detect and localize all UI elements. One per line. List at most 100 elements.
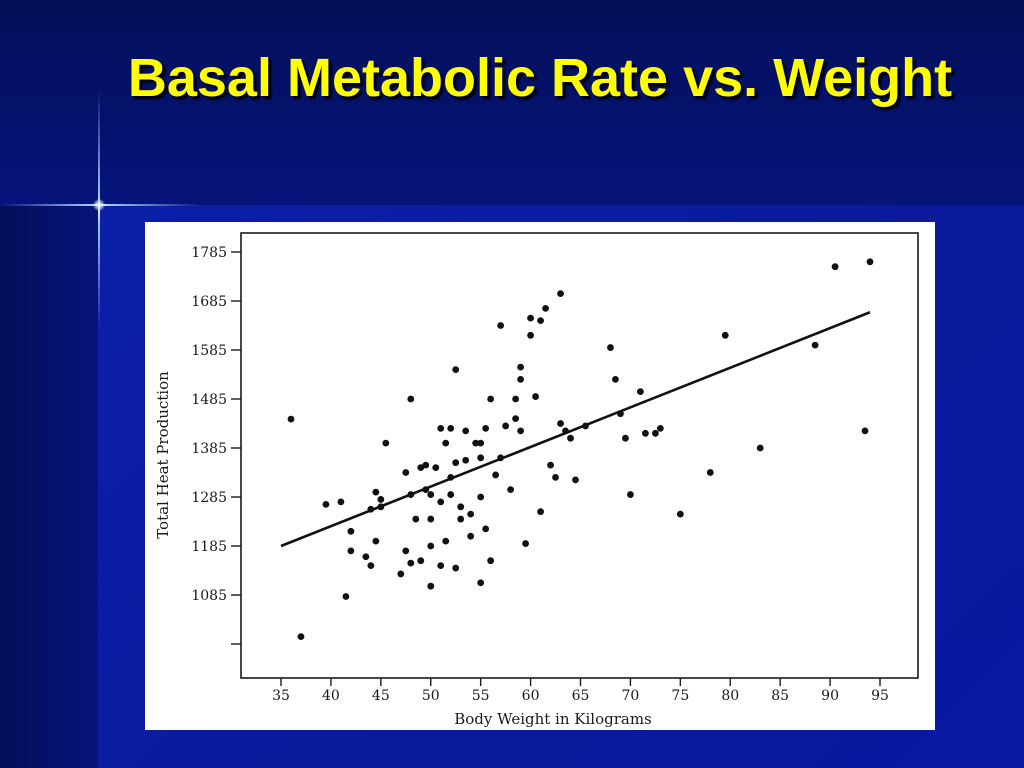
data-point [297, 633, 305, 641]
data-point [367, 505, 375, 513]
data-point [582, 422, 589, 430]
data-point [512, 415, 520, 422]
data-point [477, 493, 485, 501]
x-tick-label: 90 [821, 688, 839, 704]
data-point [467, 510, 475, 518]
data-point [337, 498, 345, 506]
data-point [447, 474, 455, 481]
data-point [447, 491, 455, 498]
data-point [482, 525, 490, 533]
data-point [497, 322, 505, 329]
data-point [437, 562, 445, 569]
data-point [482, 425, 490, 432]
page-title: Basal Metabolic Rate vs. Weight [127, 48, 953, 108]
data-point [552, 474, 559, 481]
data-point [537, 508, 544, 516]
y-tick-label: 1185 [191, 539, 227, 555]
x-tick-label: 35 [272, 688, 290, 704]
y-tick-label: 1785 [191, 245, 227, 261]
x-axis-label: Body Weight in Kilograms [454, 710, 652, 728]
data-point [527, 331, 534, 339]
data-point [477, 579, 485, 587]
data-point [542, 304, 549, 312]
data-point [427, 491, 435, 498]
data-point [831, 263, 839, 271]
chart-panel: 1085 1185 1285 1385 1485 1585 1685 1785 35 40 45 5… [145, 222, 935, 730]
y-tick-label: 1485 [191, 392, 227, 408]
data-point [547, 461, 554, 469]
slide-header-background [0, 0, 1024, 205]
data-point [347, 547, 355, 555]
data-point [637, 388, 644, 396]
data-point [492, 471, 500, 479]
x-tick-label: 80 [721, 688, 739, 704]
x-tick-label: 85 [771, 688, 789, 704]
y-tick-label: 1285 [191, 490, 227, 506]
plot-frame [240, 232, 919, 679]
data-points [287, 258, 874, 641]
data-point [377, 496, 385, 503]
data-point [562, 427, 569, 435]
x-tick-label: 55 [472, 688, 490, 704]
data-point [347, 527, 355, 535]
data-point [422, 486, 430, 494]
data-point [512, 395, 520, 403]
y-tick-label: 1385 [191, 441, 227, 457]
x-axis-ticks: 35 40 45 50 55 60 65 70 75 80 85 90 95 [272, 678, 889, 704]
data-point [487, 557, 495, 565]
data-point [452, 564, 460, 572]
data-point [567, 434, 574, 442]
data-point [422, 461, 430, 469]
x-tick-label: 40 [322, 688, 340, 704]
data-point [472, 439, 480, 447]
data-point [502, 422, 510, 430]
x-tick-label: 50 [422, 688, 440, 704]
data-point [756, 444, 764, 452]
data-point [617, 410, 624, 418]
y-axis-ticks: 1085 1185 1285 1385 1485 1585 1685 1785 [191, 245, 241, 645]
data-point [522, 540, 529, 547]
data-point [557, 290, 564, 298]
data-point [407, 559, 415, 567]
data-point [477, 454, 485, 462]
data-point [427, 582, 435, 590]
data-point [382, 439, 390, 447]
data-point [477, 439, 485, 447]
data-point [372, 537, 380, 545]
data-point [362, 553, 370, 561]
data-point [651, 429, 659, 437]
data-point [427, 542, 435, 550]
data-point [412, 515, 420, 523]
x-tick-label: 95 [871, 688, 889, 704]
data-point [447, 425, 455, 432]
data-point [417, 557, 425, 565]
data-point [467, 532, 475, 540]
data-point [372, 488, 380, 496]
data-point [507, 486, 515, 494]
x-tick-label: 65 [572, 688, 590, 704]
data-point [676, 510, 684, 518]
data-point [367, 562, 375, 569]
data-point [437, 425, 445, 432]
data-point [706, 469, 714, 476]
data-point [487, 395, 495, 403]
data-point [427, 515, 435, 523]
data-point [287, 415, 295, 423]
x-tick-label: 60 [522, 688, 540, 704]
data-point [462, 456, 470, 464]
x-tick-label: 70 [622, 688, 640, 704]
data-point [557, 420, 564, 427]
data-point [452, 366, 460, 373]
data-point [607, 344, 614, 351]
data-point [532, 393, 539, 400]
scatter-chart: 1085 1185 1285 1385 1485 1585 1685 1785 35 40 45 5… [154, 232, 919, 728]
data-point [452, 459, 460, 467]
data-point [627, 491, 634, 498]
y-tick-label: 1685 [191, 294, 227, 310]
data-point [442, 439, 450, 447]
data-point [517, 363, 524, 371]
x-tick-label: 45 [372, 688, 390, 704]
data-point [811, 341, 819, 349]
x-tick-label: 75 [671, 688, 689, 704]
y-axis-label: Total Heat Production [154, 371, 172, 539]
